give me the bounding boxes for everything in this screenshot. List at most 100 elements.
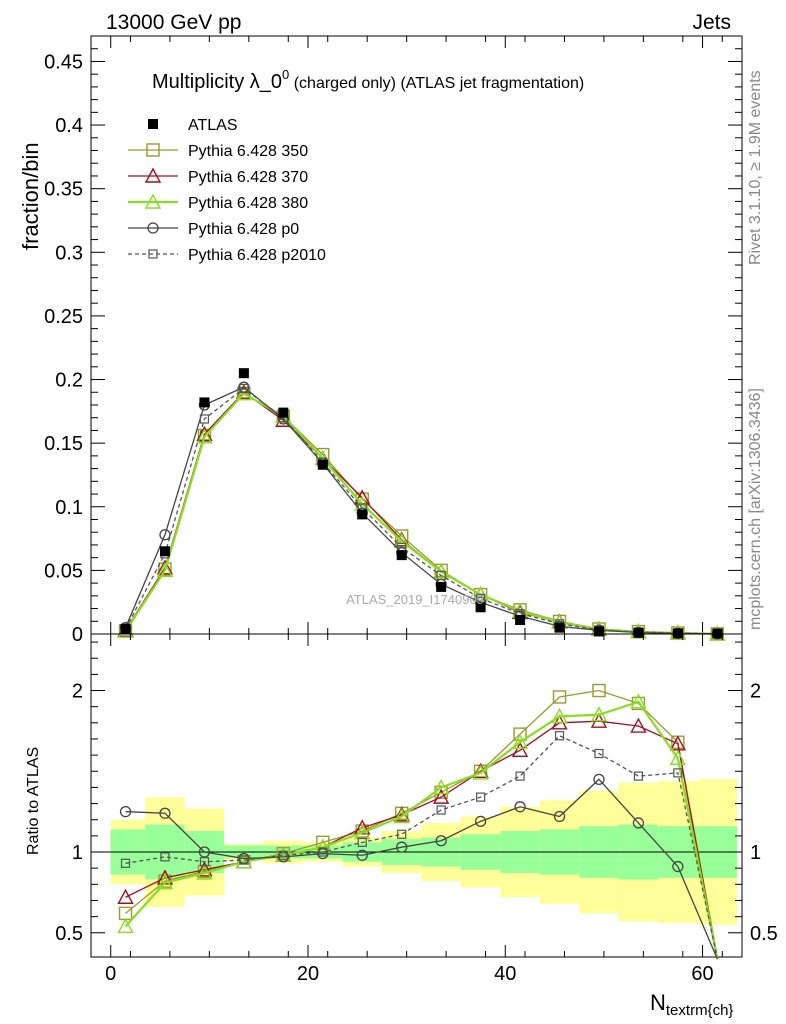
marker-data [633,627,644,638]
marker-circle [277,851,289,863]
marker-triangle [669,735,687,751]
marker-square [552,690,567,704]
marker-circle [238,852,250,865]
marker-square [146,143,160,157]
marker-circle [356,849,368,861]
marker-square-small [515,771,525,781]
marker-triangle [432,778,450,795]
y-tick-label: 0.5 [55,923,83,945]
marker-data [593,626,604,637]
marker-square [513,727,527,741]
y-tick-label: 0.25 [44,306,83,328]
marker-square-small [673,768,683,778]
series-ratio-line [125,720,718,960]
marker-square-small [120,858,131,868]
marker-data [120,623,131,634]
marker-triangle [511,741,529,757]
marker-data [317,459,328,470]
y-axis-label-bottom: Ratio to ATLAS [25,747,42,855]
y-tick-label-right: 1 [750,842,761,864]
header-right: Jets [692,11,731,34]
marker-square-small [160,852,170,862]
y-tick-label: 0.2 [55,370,83,392]
marker-square-small [554,731,565,741]
marker-circle [159,807,171,819]
marker-triangle [144,167,162,183]
marker-square-small [199,414,210,424]
marker-circle [435,835,447,847]
marker-triangle [511,733,529,749]
marker-triangle [144,193,162,209]
marker-data [672,628,683,639]
marker-square-small [436,805,446,815]
marker-triangle [590,706,608,722]
marker-square-small [239,383,249,394]
marker-square-small [594,748,604,759]
y-tick-label: 0.45 [44,51,83,73]
marker-square-small [476,792,486,802]
marker-circle [593,773,605,785]
marker-triangle [156,874,174,890]
y-axis-label-top: fraction/bin [18,142,43,250]
ratio-plot: 0 20 40 60 0.5 0.5 1 1 2 2 [55,633,778,985]
legend-label: Pythia 6.428 p0 [188,221,299,238]
x-tick-label: 60 [691,963,713,985]
marker-data [159,546,170,557]
marker-data [357,509,368,520]
main-plot: 0 0.05 0.1 0.15 0.2 0.25 0.3 0.35 0.4 0.45 [44,35,743,646]
marker-circle [147,222,159,234]
marker-circle [119,806,132,818]
y-tick-label: 0.05 [44,560,83,582]
marker-triangle [630,693,647,709]
marker-square-small [397,829,407,839]
marker-data [199,397,210,408]
marker-data [278,407,289,418]
marker-triangle [630,717,647,733]
marker-triangle [432,788,450,804]
legend-label: Pythia 6.428 380 [188,195,308,212]
analysis-watermark: ATLAS_2019_I1740909 [346,592,484,607]
marker-circle [672,860,684,873]
y-tick-label: 0.3 [55,242,83,264]
y-tick-label: 0.15 [44,433,83,455]
marker-triangle [156,561,174,578]
marker-triangle [117,888,134,904]
legend-label: Pythia 6.428 370 [188,169,308,186]
marker-triangle [551,707,568,724]
marker-square-small [278,850,288,860]
y-tick-label: 0.4 [55,115,83,137]
y-tick-label: 2 [72,681,83,703]
marker-data [238,368,249,379]
marker-circle [396,841,408,853]
x-tick-label: 0 [105,963,116,985]
marker-triangle [196,864,213,880]
marker-data [554,622,565,633]
marker-triangle [472,764,489,780]
marker-data [148,119,158,129]
y-tick-label: 1 [72,842,83,864]
series-line [124,387,718,635]
marker-triangle [393,808,410,824]
legend: ATLAS Pythia 6.428 350 Pythia 6.428 370 Pyt… [128,117,326,264]
marker-circle [632,817,645,829]
marker-square-small [199,857,210,867]
marker-circle [159,529,171,541]
marker-square [592,683,606,698]
marker-triangle [156,559,174,575]
y-tick-label-right: 0.5 [750,923,778,945]
marker-circle [317,847,329,860]
plot-frame-bottom [90,633,743,958]
header-left: 13000 GeV pp [106,11,241,34]
series-ratio-line [125,778,718,960]
y-tick-label: 0.35 [44,179,83,201]
x-tick-label: 40 [494,963,516,985]
marker-data [515,615,526,626]
marker-data [436,581,447,592]
marker-circle [553,810,566,823]
y-tick-label-right: 2 [750,681,761,703]
marker-data [396,550,407,561]
marker-triangle [117,917,134,934]
marker-data [475,602,486,613]
marker-square-small [633,771,644,781]
